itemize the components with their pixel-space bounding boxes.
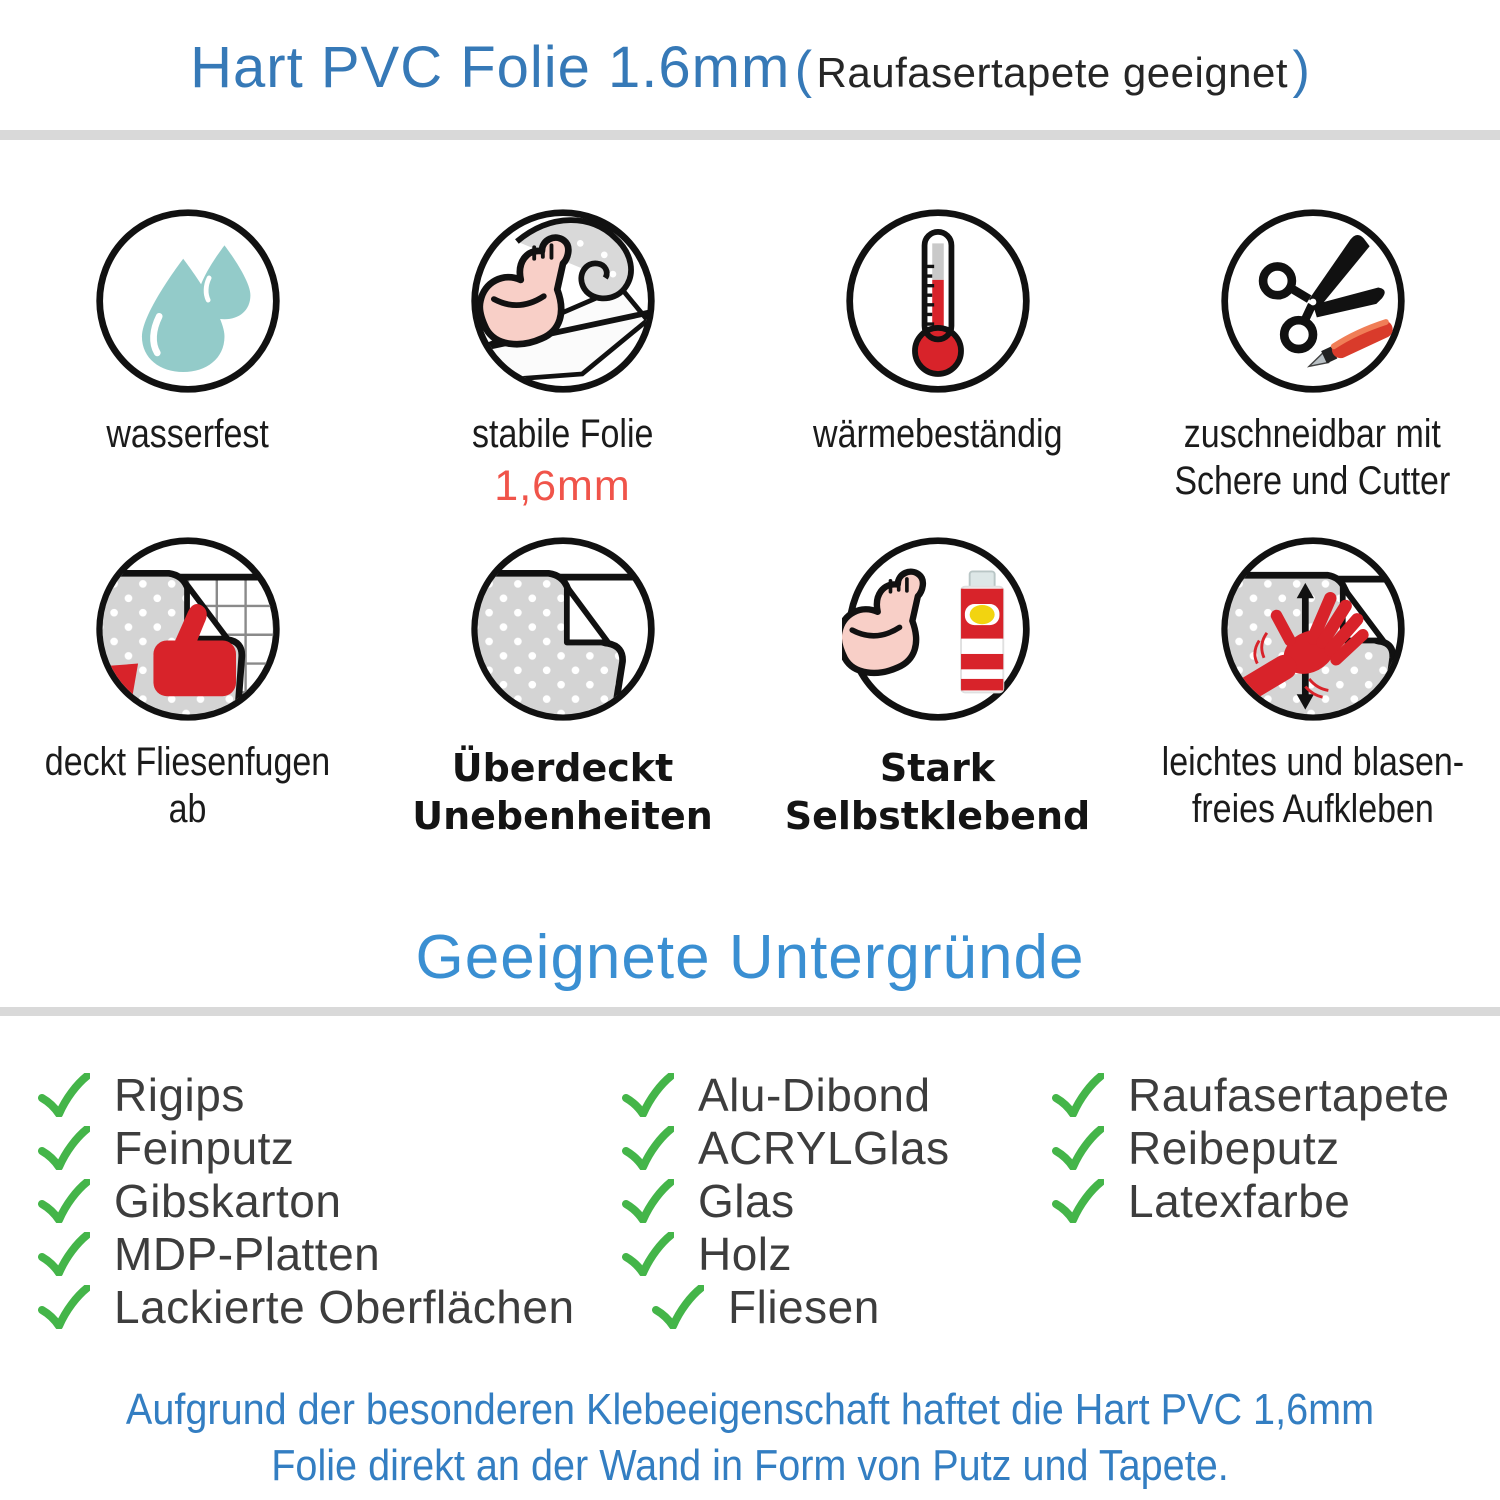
list-item: Latexfarbe [1052, 1174, 1450, 1227]
surface-label: Reibeputz [1128, 1121, 1340, 1174]
surfaces-column-2: Alu-Dibond ACRYLGlas Glas Holz Fliesen [622, 1068, 950, 1333]
list-item: Raufasertapete [1052, 1068, 1450, 1121]
list-item: Lackierte Oberflächen [38, 1280, 575, 1333]
surface-label: Alu-Dibond [698, 1068, 931, 1121]
list-item: Holz [622, 1227, 950, 1280]
muscle-foil-icon [470, 209, 655, 393]
check-icon [38, 1072, 90, 1117]
feature-waermebestaendig: wärmebeständig [750, 205, 1125, 458]
page-header: Hart PVC Folie 1.6mm ( Raufasertapete ge… [0, 34, 1500, 101]
check-icon [1052, 1125, 1104, 1170]
feature-label: stabile Folie [471, 412, 654, 456]
check-icon [622, 1178, 674, 1223]
list-item: Gibskarton [38, 1174, 575, 1227]
list-item: Feinputz [38, 1121, 575, 1174]
feature-aufkleben: leichtes und blasen- freies Aufkleben [1125, 533, 1500, 833]
surface-label: Holz [698, 1227, 793, 1280]
feature-label: wasserfest [106, 412, 269, 456]
surface-label: Raufasertapete [1128, 1068, 1450, 1121]
feature-label: Stark Selbstklebend [784, 746, 1091, 838]
surface-label: ACRYLGlas [698, 1121, 950, 1174]
water-drops-icon [95, 209, 280, 393]
feature-label: wärmebeständig [812, 412, 1063, 456]
check-icon [622, 1231, 674, 1276]
title-paren-close: ) [1292, 41, 1310, 99]
surface-label: Lackierte Oberflächen [114, 1280, 575, 1333]
surface-label: Rigips [114, 1068, 245, 1121]
feature-selbstklebend: Stark Selbstklebend [750, 533, 1125, 840]
title-note: Raufasertapete geeignet [816, 49, 1289, 96]
surface-label: Feinputz [114, 1121, 295, 1174]
feature-label: zuschneidbar mit Schere und Cutter [1174, 412, 1451, 504]
foil-fold-icon [470, 537, 655, 721]
thermometer-icon [845, 209, 1030, 393]
list-item: Alu-Dibond [622, 1068, 950, 1121]
footer-line-1: Aufgrund der besonderen Klebeeigenschaft… [125, 1385, 1375, 1434]
footer-line-2: Folie direkt an der Wand in Form von Put… [271, 1441, 1229, 1490]
list-item: Fliesen [652, 1280, 950, 1333]
check-icon [38, 1231, 90, 1276]
feature-label: Überdeckt Unebenheiten [412, 746, 713, 838]
check-icon [38, 1284, 90, 1329]
check-icon [1052, 1178, 1104, 1223]
list-item: Rigips [38, 1068, 575, 1121]
scissors-cutter-icon [1220, 209, 1405, 393]
list-item: Reibeputz [1052, 1121, 1450, 1174]
list-item: MDP-Platten [38, 1227, 575, 1280]
tile-thumb-icon [95, 537, 280, 721]
check-icon [38, 1178, 90, 1223]
feature-fliesenfugen: deckt Fliesenfugen ab [0, 533, 375, 833]
feature-label: leichtes und blasen- freies Aufkleben [1161, 740, 1464, 832]
check-icon [1052, 1072, 1104, 1117]
feature-zuschneidbar: zuschneidbar mit Schere und Cutter [1125, 205, 1500, 505]
check-icon [622, 1125, 674, 1170]
page-title: Hart PVC Folie 1.6mm [190, 35, 791, 100]
feature-stabile-folie: stabile Folie 1,6mm [375, 205, 750, 511]
muscle-glue-icon [841, 537, 1030, 721]
top-divider [0, 130, 1500, 140]
surface-label: Fliesen [728, 1280, 880, 1333]
feature-label: deckt Fliesenfugen ab [44, 740, 331, 832]
feature-thickness-label: 1,6mm [494, 462, 631, 511]
hand-foil-icon [1220, 537, 1405, 721]
surfaces-column-3: Raufasertapete Reibeputz Latexfarbe [1052, 1068, 1450, 1227]
surface-label: Gibskarton [114, 1174, 342, 1227]
feature-wasserfest: wasserfest [0, 205, 375, 458]
middle-divider [0, 1007, 1500, 1016]
surface-label: Latexfarbe [1128, 1174, 1351, 1227]
check-icon [652, 1284, 704, 1329]
check-icon [38, 1125, 90, 1170]
feature-unebenheiten: Überdeckt Unebenheiten [375, 533, 750, 840]
footer-note: Aufgrund der besonderen Klebeeigenschaft… [0, 1382, 1500, 1494]
surfaces-title: Geeignete Untergründe [415, 923, 1085, 992]
list-item: Glas [622, 1174, 950, 1227]
surfaces-column-1: Rigips Feinputz Gibskarton MDP-Platten L… [38, 1068, 575, 1333]
title-paren-open: ( [794, 41, 813, 99]
surface-label: MDP-Platten [114, 1227, 381, 1280]
check-icon [622, 1072, 674, 1117]
surface-label: Glas [698, 1174, 795, 1227]
list-item: ACRYLGlas [622, 1121, 950, 1174]
